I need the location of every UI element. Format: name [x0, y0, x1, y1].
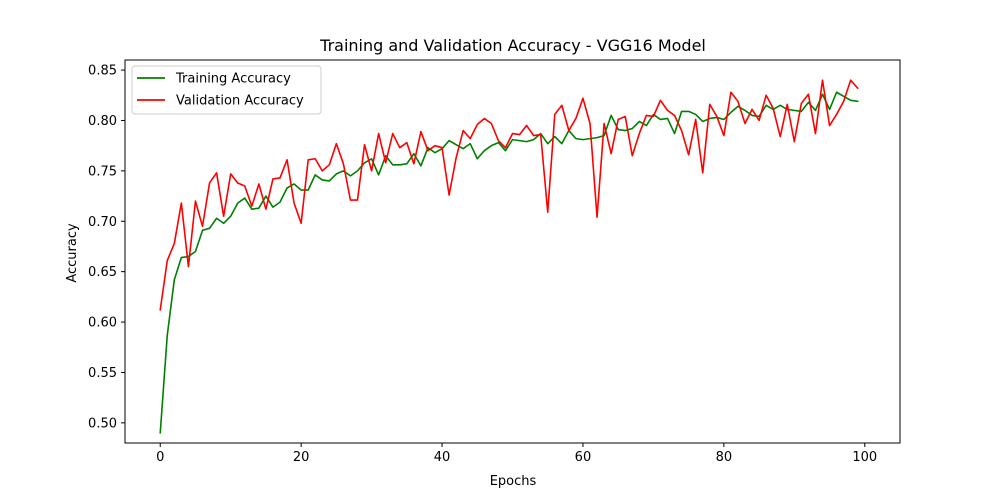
- training-accuracy-line: [159, 91, 859, 434]
- y-tick-label: 0.50: [88, 416, 117, 431]
- axis-ticks: 0 20 40 60 80 100 0.50 0.55 0.60 0.65 0.70 0.75 0.80…: [88, 64, 877, 465]
- y-tick-label: 0.65: [88, 265, 117, 280]
- x-tick-label: 80: [716, 450, 733, 465]
- series-lines: [159, 79, 859, 434]
- legend: Training Accuracy Validation Accuracy: [131, 65, 322, 115]
- y-tick-label: 0.80: [88, 114, 117, 129]
- validation-accuracy-line: [159, 79, 859, 311]
- y-tick-label: 0.75: [88, 164, 117, 179]
- y-axis-label: Accuracy: [65, 223, 80, 283]
- chart-title: Training and Validation Accuracy - VGG16…: [319, 36, 706, 55]
- x-tick-label: 60: [575, 450, 592, 465]
- plot-frame: [124, 59, 901, 444]
- x-tick-label: 40: [434, 450, 451, 465]
- x-tick-label: 100: [852, 450, 877, 465]
- legend-label: Training Accuracy: [175, 72, 291, 87]
- y-tick-label: 0.70: [88, 215, 117, 230]
- x-tick-label: 20: [293, 450, 310, 465]
- x-tick-label: 0: [156, 450, 164, 465]
- y-tick-label: 0.60: [88, 316, 117, 331]
- x-axis-label: Epochs: [490, 474, 537, 489]
- y-tick-label: 0.55: [88, 366, 117, 381]
- y-tick-label: 0.85: [88, 64, 117, 79]
- legend-label: Validation Accuracy: [176, 94, 304, 109]
- legend-box: [131, 65, 322, 115]
